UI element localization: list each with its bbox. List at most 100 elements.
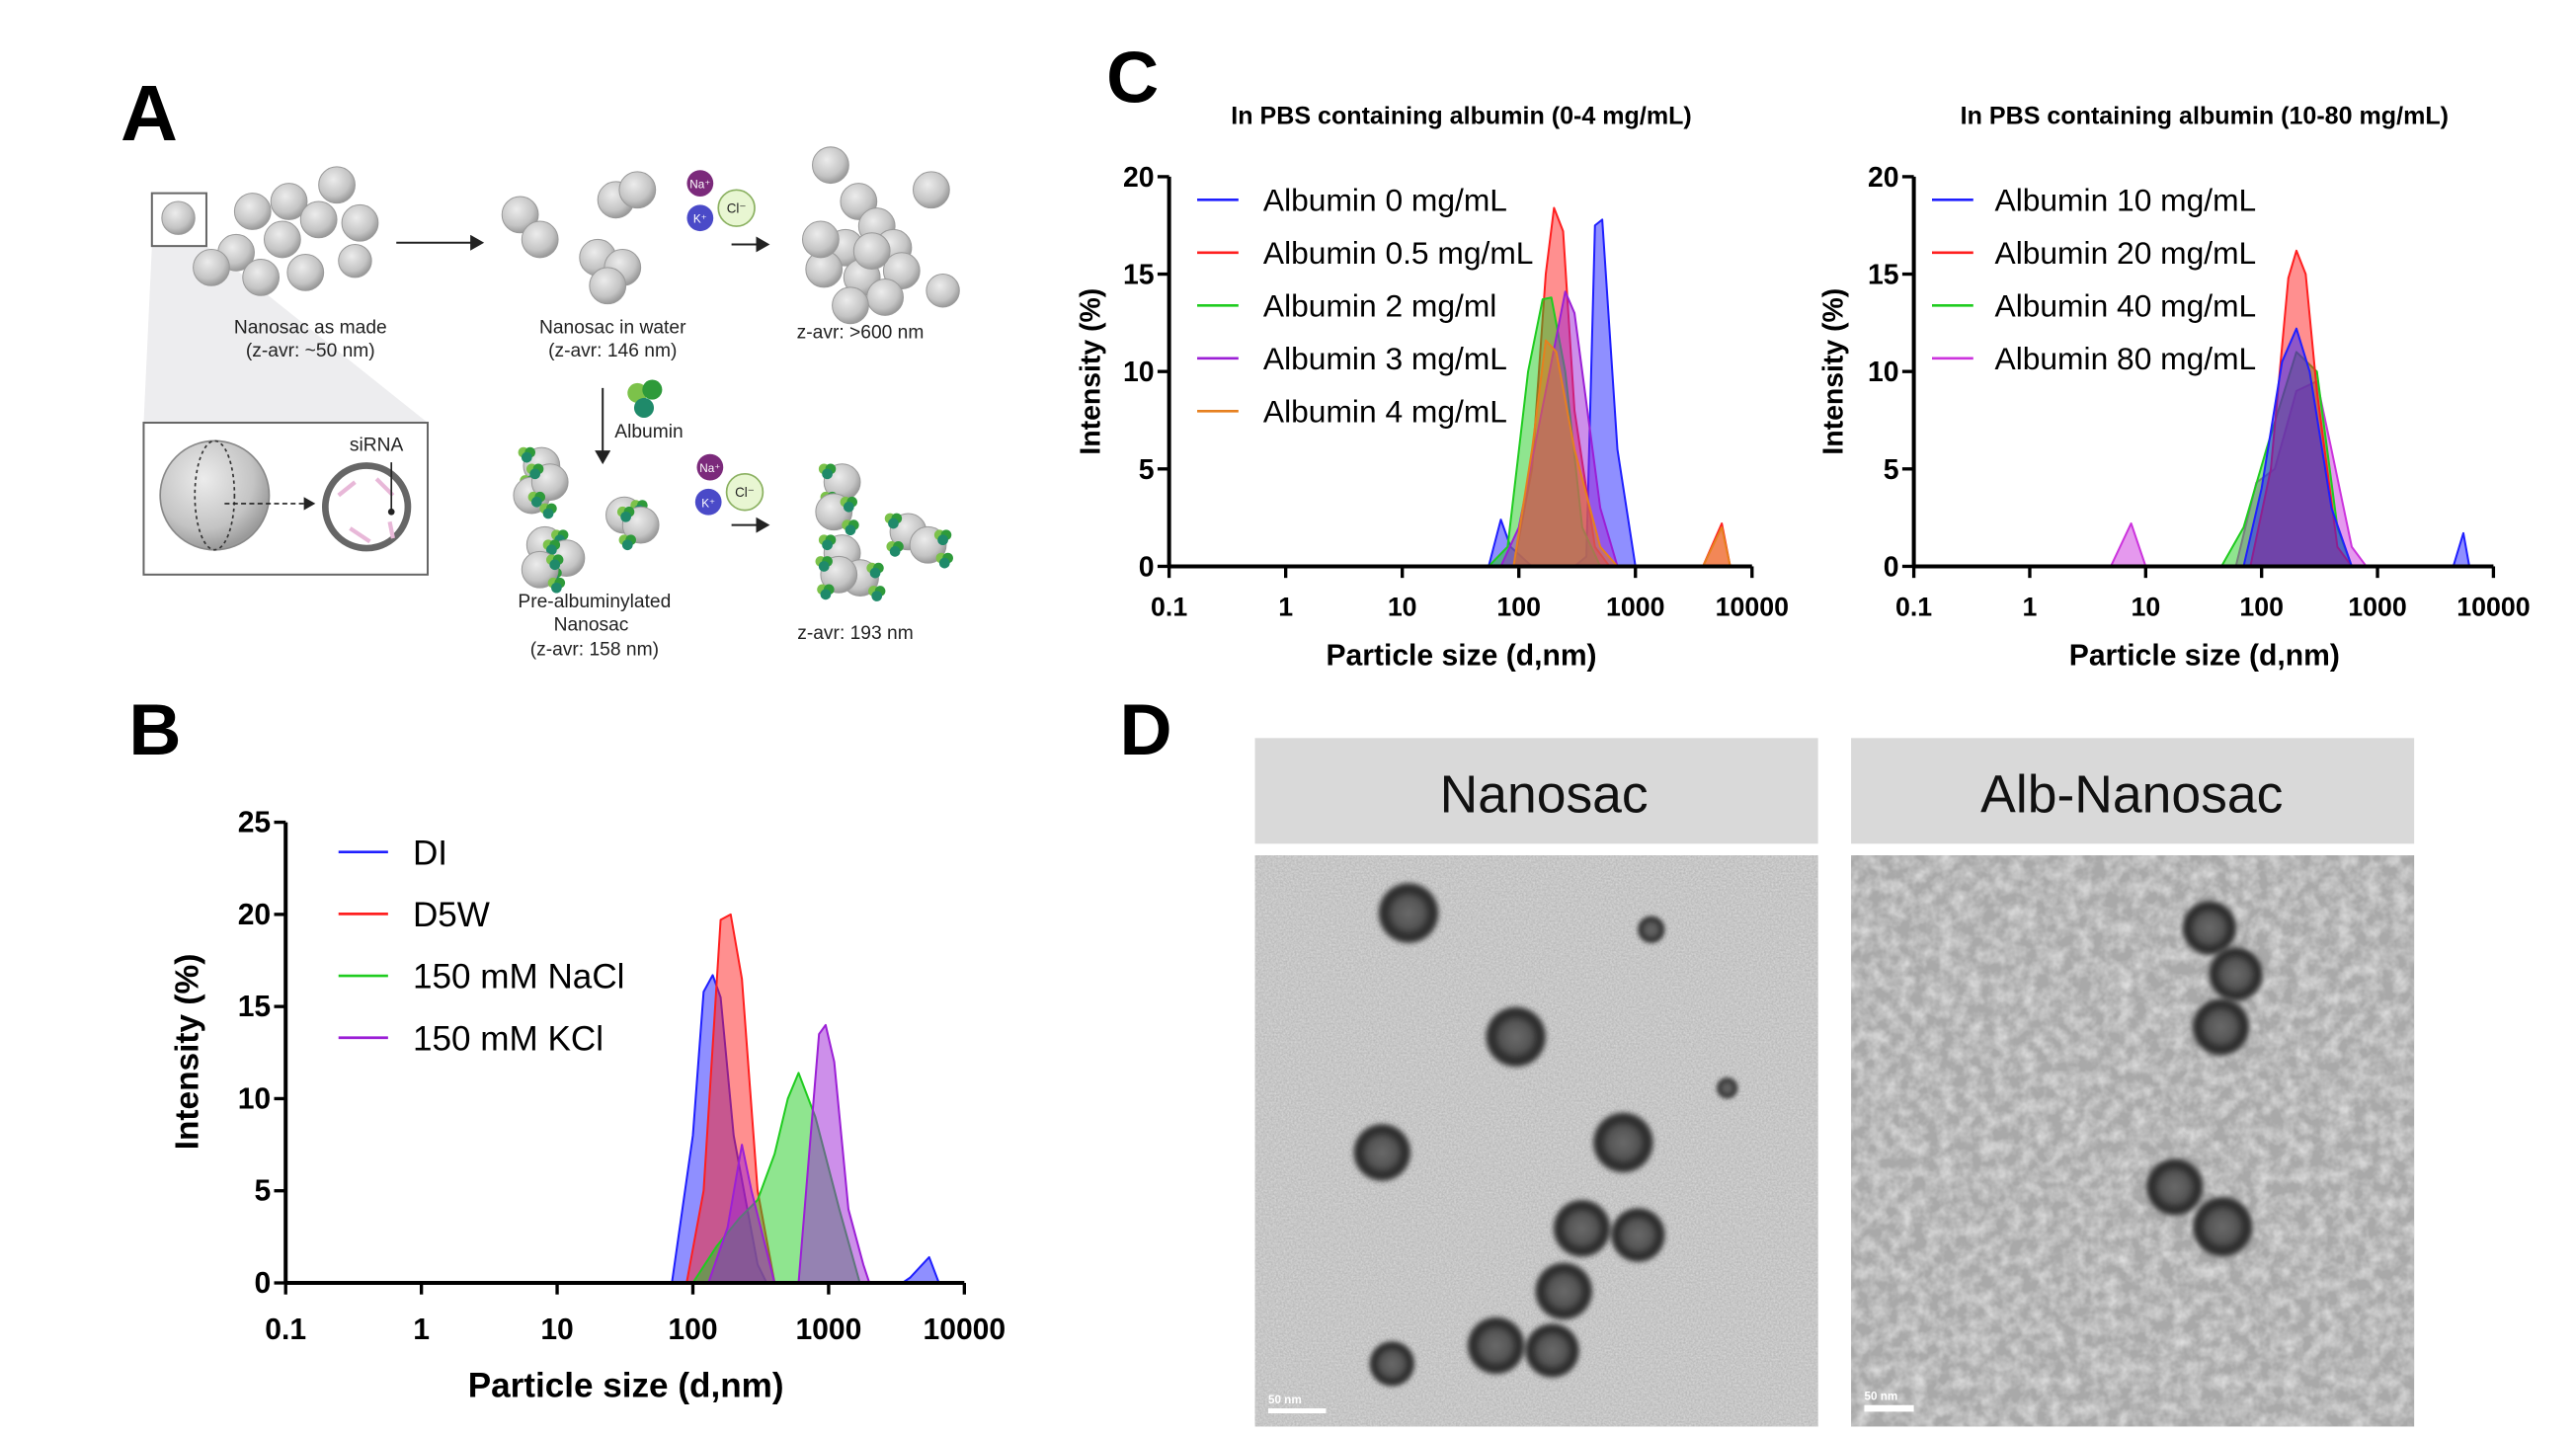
y-tick-label: 0 [254, 1267, 271, 1300]
chart-title: In PBS containing albumin (0-4 mg/mL) [1231, 102, 1691, 129]
nanosac-sphere-icon [618, 171, 657, 209]
panel-label-a: A [121, 69, 178, 158]
legend-label: 150 mM NaCl [413, 958, 625, 996]
albumin-protein-icon [935, 552, 953, 569]
nanosac-header [1254, 738, 1818, 844]
x-tick-label: 100 [1496, 593, 1541, 622]
panel-label-b: B [128, 688, 181, 770]
x-tick-label: 0.1 [1895, 593, 1932, 622]
nanosac-sphere-icon [913, 171, 950, 209]
pre-alb-label-2: Nanosac [554, 615, 629, 636]
albumin-protein-icon [518, 446, 535, 463]
nanosac-sphere-icon [812, 146, 849, 185]
nanosac-sphere-icon [521, 220, 559, 259]
x-tick-label: 1 [1278, 593, 1293, 622]
legend-item: Albumin 2 mg/ml [1197, 288, 1496, 324]
x-tick-label: 100 [2239, 593, 2284, 622]
ions-group-2: Na⁺ K⁺ Cl⁻ [694, 453, 765, 516]
nanosac-sphere-icon [318, 166, 356, 204]
panel-a-schematic: siRNA Na⁺ K⁺ Cl⁻ Na⁺ K⁺ Cl⁻ Nanosac [142, 146, 960, 661]
x-tick-label: 10 [2131, 593, 2160, 622]
alb-nanosac-title: Alb-Nanosac [1980, 766, 2283, 825]
albumin-protein-icon [818, 534, 837, 551]
nanosac-large-sphere [159, 439, 271, 551]
panel-d-tem: Nanosac Alb-Nanosac 50 nm 50 nm [1254, 738, 2415, 1427]
legend-label: Albumin 4 mg/mL [1263, 394, 1507, 430]
alb-nanosac-tem-image: 50 nm [1851, 855, 2415, 1427]
nanosac-tem-image: 50 nm [1254, 855, 1818, 1427]
x-tick-label: 1000 [1606, 593, 1664, 622]
albumin-protein-icon [933, 529, 952, 546]
x-tick-label: 10 [540, 1314, 573, 1346]
legend-item: Albumin 80 mg/mL [1932, 341, 2256, 376]
nanosac-sphere-icon [242, 258, 281, 296]
legend-item: D5W [338, 896, 490, 934]
as-made-zavr: (z-avr: ~50 nm) [246, 341, 375, 361]
y-axis-label: Intensity (%) [170, 954, 206, 1151]
x-tick-label: 100 [668, 1314, 717, 1346]
k-ion-icon [686, 204, 714, 232]
nanosac-spheres [161, 146, 960, 325]
albumin-protein-icon [539, 503, 557, 519]
alb-nanosac-particle [2142, 1155, 2207, 1219]
scale-bar [1864, 1404, 1914, 1412]
y-tick-label: 15 [1123, 260, 1155, 291]
legend-item: 150 mM NaCl [338, 958, 625, 996]
legend-label: DI [413, 834, 447, 872]
pre-alb-zavr: (z-avr: 158 nm) [530, 640, 659, 661]
legend-label: Albumin 3 mg/mL [1263, 341, 1507, 376]
scale-bar-label: 50 nm [1268, 1394, 1302, 1406]
na-ion-icon [696, 453, 724, 481]
legend-item: Albumin 4 mg/mL [1197, 394, 1507, 430]
series-area-3 [365, 1023, 959, 1285]
albuminylated-nanosacs [513, 446, 953, 601]
chart-title: In PBS containing albumin (10-80 mg/mL) [1961, 102, 2449, 129]
alb-salt-zavr: z-avr: 193 nm [797, 623, 913, 644]
nanosac-sphere-icon [161, 200, 196, 235]
albumin-protein-icon [542, 539, 561, 556]
aggregate-zavr: z-avr: >600 nm [797, 323, 925, 344]
nanosac-sphere-icon [341, 203, 379, 242]
nanosac-cross-section [322, 462, 412, 552]
scale-bar-label: 50 nm [1864, 1391, 1897, 1403]
y-tick-label: 25 [238, 807, 271, 839]
x-tick-label: 0.1 [265, 1314, 306, 1346]
nanosac-particle [1608, 1205, 1668, 1265]
nanosac-sphere-icon [286, 253, 325, 291]
legend-label: Albumin 80 mg/mL [1995, 341, 2257, 376]
series-area-0 [1982, 380, 2490, 568]
y-tick-label: 15 [238, 991, 271, 1023]
legend-item: Albumin 3 mg/mL [1197, 341, 1507, 376]
x-tick-label: 1 [413, 1314, 430, 1346]
chart-0: 0.1 1 10 100 1000 10000 0 5 10 15 20 25 DI D5W 150 mM … [170, 807, 1006, 1405]
legend-item: Albumin 0.5 mg/mL [1197, 235, 1533, 271]
x-tick-label: 1 [2023, 593, 2038, 622]
legend-label: Albumin 20 mg/mL [1995, 235, 2257, 271]
nanosac-particle [1715, 1076, 1739, 1100]
albumin-protein-icon [840, 496, 857, 513]
nanosac-particle [1636, 915, 1666, 945]
as-made-label: Nanosac as made [234, 318, 387, 339]
chart-2: 0.1 1 10 100 1000 10000 0 5 10 15 20 Albumin 10 mg/… [1818, 102, 2531, 672]
nanosac-sphere-icon [832, 286, 869, 325]
nanosac-particle [1367, 1338, 1417, 1390]
cl-ion-label: Cl⁻ [735, 485, 755, 500]
zoom-box [150, 192, 207, 248]
in-water-zavr: (z-avr: 146 nm) [548, 341, 677, 361]
na-ion-label: Na⁺ [689, 179, 710, 192]
alb-nanosac-particle [2189, 996, 2253, 1059]
x-tick-label: 10000 [924, 1314, 1006, 1346]
legend-label: 150 mM KCl [413, 1019, 604, 1058]
series-area-2 [1238, 296, 1748, 568]
sphere-meridian [194, 439, 236, 551]
cl-ion-label: Cl⁻ [727, 201, 747, 216]
y-tick-label: 0 [1139, 551, 1155, 583]
albumin-protein-icon [547, 577, 566, 594]
x-tick-label: 10 [1388, 593, 1417, 622]
albumin-protein-icon [525, 463, 544, 480]
nanosac-sphere-icon [270, 183, 308, 220]
albumin-label: Albumin [614, 422, 683, 442]
pre-alb-label-1: Pre-albuminylated [518, 592, 671, 612]
nanosac-particle [1532, 1259, 1595, 1323]
